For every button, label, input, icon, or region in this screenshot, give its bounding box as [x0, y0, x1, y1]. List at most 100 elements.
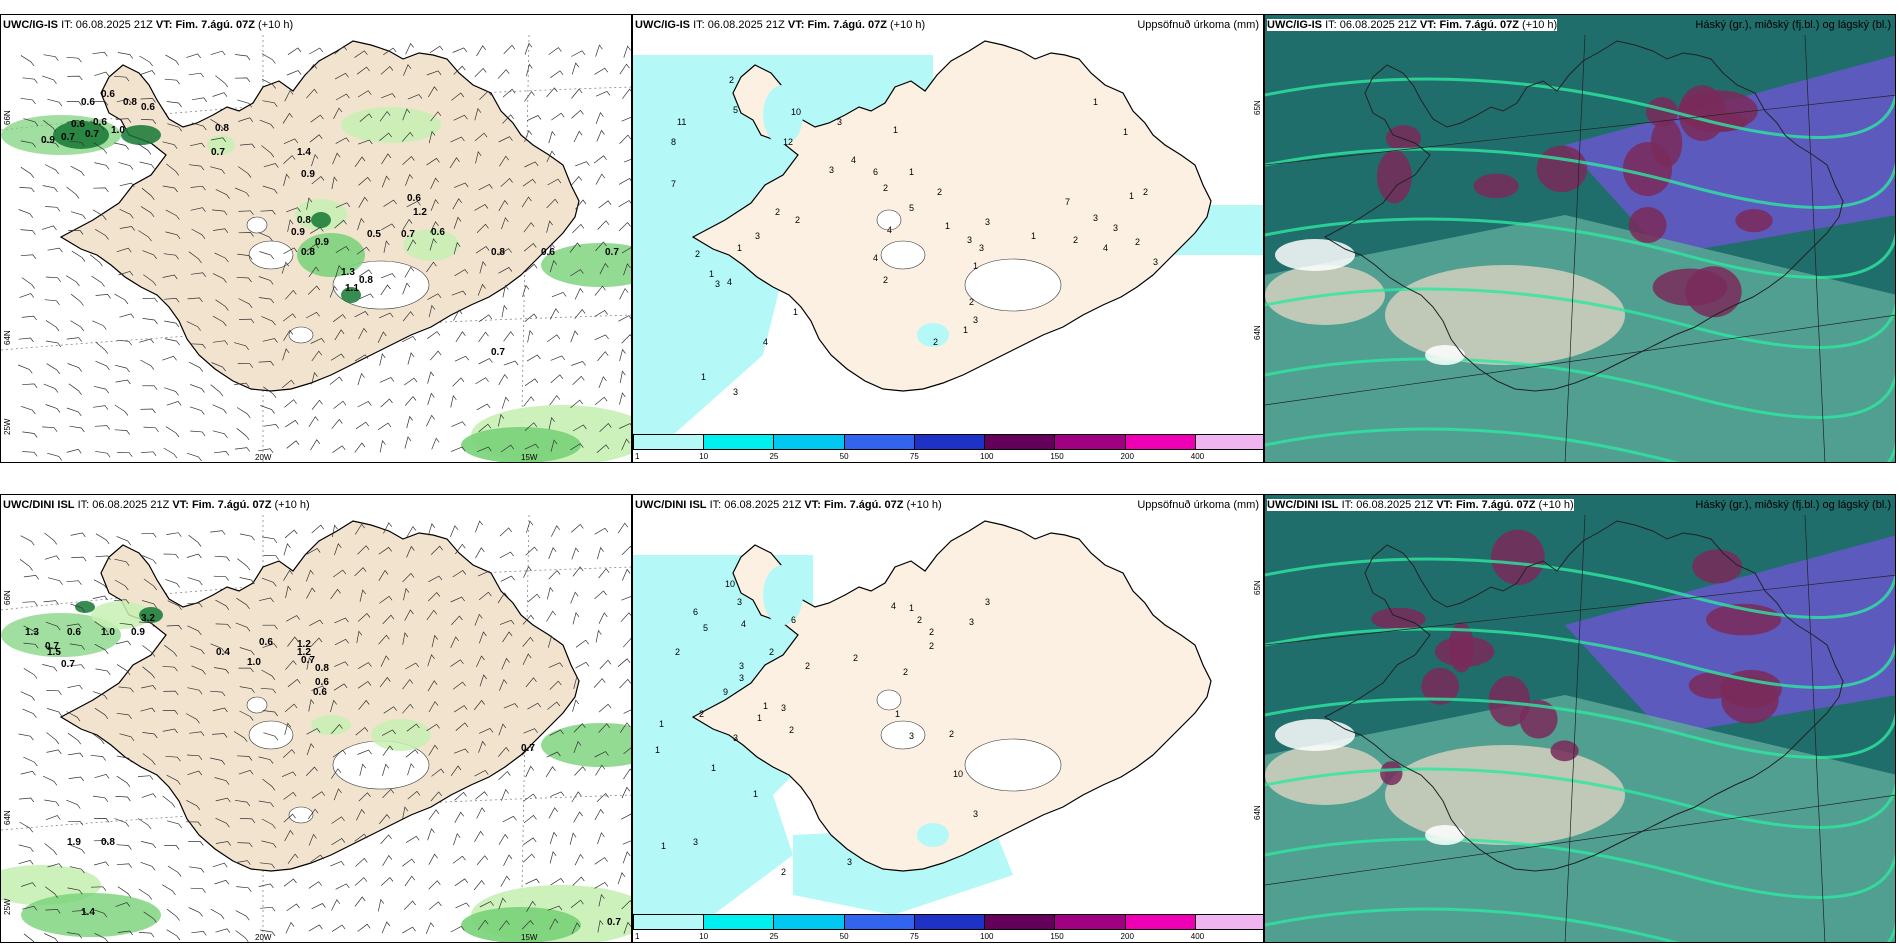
wind-barb — [453, 748, 469, 754]
wind-barb — [215, 928, 231, 934]
value-label: 5 — [703, 623, 708, 633]
glacier-hofsjokull — [876, 689, 902, 711]
wind-barb — [22, 77, 38, 84]
wind-barb — [115, 379, 131, 385]
wind-barb — [524, 378, 539, 386]
glacier-hofsjokull — [246, 696, 268, 714]
wind-barb — [572, 375, 585, 385]
wind-barb — [95, 533, 110, 545]
wind-barb — [236, 597, 250, 610]
wind-barb — [380, 65, 394, 75]
wind-barb — [621, 900, 631, 910]
wind-barb — [550, 70, 564, 79]
wind-barb — [166, 908, 180, 921]
wind-barb — [215, 75, 229, 88]
wind-barb — [95, 229, 109, 240]
wind-barb — [595, 629, 602, 643]
wind-barb — [23, 642, 39, 649]
value-label: 10 — [725, 579, 735, 589]
wind-barb — [357, 401, 372, 408]
wind-barb — [594, 285, 606, 296]
wind-barb — [430, 111, 442, 122]
value-label: 3 — [715, 279, 720, 289]
wind-barb — [332, 445, 346, 453]
iceland-land — [59, 520, 580, 872]
value-label: 1.1 — [345, 283, 359, 294]
wind-barb — [307, 808, 319, 820]
wind-barb — [617, 872, 626, 885]
wind-barb — [42, 664, 58, 672]
wind-barb — [356, 808, 365, 821]
lat-label-65n: 65N — [1253, 580, 1262, 595]
value-label: 3 — [755, 231, 760, 241]
wind-barb — [571, 791, 582, 803]
wind-barb — [521, 196, 532, 208]
wind-barb — [498, 136, 513, 143]
wind-barb — [239, 533, 255, 541]
wind-barb — [306, 197, 313, 210]
colorbar-tick-label: 25 — [769, 932, 779, 941]
wind-barb — [163, 690, 179, 696]
value-label: 0.7 — [45, 641, 59, 652]
wind-barb — [454, 269, 469, 277]
parallel-64n — [1, 314, 631, 351]
wind-barb — [187, 577, 203, 586]
wind-barb — [258, 297, 275, 304]
colorbar-tick-label: 50 — [839, 932, 849, 941]
value-label: 7 — [1065, 197, 1070, 207]
wind-barb — [282, 112, 293, 124]
wind-barb — [476, 223, 489, 234]
wind-barb — [450, 925, 465, 933]
wind-barb — [210, 530, 226, 535]
iceland-outline — [1323, 40, 1844, 392]
wind-barb — [261, 316, 276, 326]
wind-barb — [162, 355, 177, 361]
precip-colorbar: 1 10 25 50 75 100 150 200 400 — [633, 434, 1263, 462]
colorbar-swatch — [1054, 434, 1126, 450]
wind-barb — [499, 551, 514, 559]
glacier-vatnajokull — [964, 258, 1062, 312]
wind-barb — [619, 678, 631, 689]
wind-barb — [311, 175, 325, 185]
wind-barb — [358, 327, 368, 340]
wind-barb — [573, 676, 580, 689]
wind-barb — [18, 209, 34, 218]
wind-barb — [357, 612, 371, 622]
wind-barb — [137, 775, 154, 780]
value-label: 0.6 — [407, 193, 421, 204]
wind-barb — [594, 310, 608, 317]
wind-barb — [525, 765, 534, 778]
wind-barb — [189, 406, 205, 415]
wind-barb — [137, 818, 152, 830]
lat-label-64n: 64N — [3, 330, 12, 345]
high-cloud-patch — [1720, 669, 1782, 708]
wind-barb — [426, 70, 442, 76]
wind-barb — [402, 311, 414, 322]
wind-barb — [186, 53, 201, 59]
wind-barb — [286, 903, 300, 912]
wind-barb — [140, 359, 155, 370]
wind-barb — [262, 624, 278, 630]
wind-barb — [403, 900, 416, 910]
wind-barb — [595, 111, 604, 125]
colorbar-tick-label: 100 — [980, 452, 994, 461]
panel-right-title: Uppsöfnuð úrkoma (mm) — [1137, 499, 1259, 511]
wind-barb — [404, 609, 414, 621]
sea-precip-blob — [1, 613, 121, 657]
value-label: 1.3 — [25, 627, 39, 638]
wind-barb — [406, 415, 413, 429]
wind-barbs — [18, 520, 631, 942]
wind-barb — [526, 354, 541, 362]
wind-barb — [18, 844, 34, 853]
wind-barb — [235, 910, 250, 921]
value-label: 1.0 — [247, 657, 261, 668]
wind-barb — [475, 791, 488, 800]
wind-barb — [67, 363, 83, 372]
wind-barb — [382, 614, 395, 625]
wind-barb — [71, 250, 86, 262]
wind-barb — [479, 674, 487, 687]
wind-barb — [407, 239, 417, 251]
wind-barb — [114, 404, 129, 416]
high-cloud-patch — [1628, 207, 1667, 243]
wind-barb — [572, 876, 585, 886]
